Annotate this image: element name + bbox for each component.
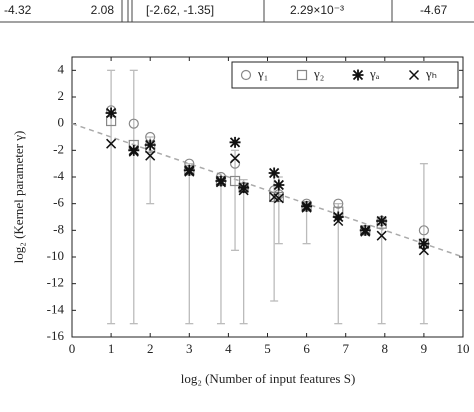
point bbox=[376, 230, 387, 241]
point bbox=[418, 238, 430, 250]
point bbox=[145, 150, 156, 161]
point bbox=[333, 198, 344, 209]
legend-label: γ₁ bbox=[257, 66, 268, 81]
point bbox=[128, 118, 139, 129]
x-tick-label: 7 bbox=[342, 341, 349, 356]
y-tick-label: -14 bbox=[47, 301, 65, 316]
y-tick-label: 4 bbox=[58, 61, 65, 76]
point bbox=[418, 245, 429, 256]
x-tick-label: 0 bbox=[69, 341, 76, 356]
x-tick-label: 9 bbox=[421, 341, 428, 356]
table-fragment: -4.32 2.08 [-2.62, -1.35] 2.29×10⁻³ -4.6… bbox=[0, 0, 474, 23]
point bbox=[215, 177, 227, 188]
error-bar bbox=[216, 176, 225, 325]
point bbox=[418, 225, 429, 236]
table-cell: 2.29×10⁻³ bbox=[290, 3, 344, 17]
point bbox=[360, 226, 371, 237]
x-tick-label: 3 bbox=[186, 341, 193, 356]
table-cell: -4.67 bbox=[420, 3, 448, 17]
point bbox=[106, 138, 117, 149]
point bbox=[238, 185, 249, 196]
x-tick-label: 4 bbox=[225, 341, 232, 356]
point bbox=[333, 215, 344, 227]
plot-frame bbox=[71, 56, 464, 338]
point bbox=[376, 215, 388, 227]
point bbox=[359, 224, 371, 236]
x-tick-label: 1 bbox=[108, 341, 115, 356]
legend-marker bbox=[408, 69, 420, 81]
error-bar bbox=[129, 69, 138, 325]
point bbox=[268, 167, 280, 179]
point bbox=[238, 182, 250, 194]
legend: γ₁ γ₂ γₐ γₕ bbox=[231, 61, 459, 89]
error-bar bbox=[334, 203, 343, 325]
x-tick-label: 2 bbox=[147, 341, 154, 356]
y-tick-label: 0 bbox=[58, 115, 65, 130]
table-cell: 2.08 bbox=[91, 3, 115, 17]
point bbox=[230, 153, 241, 164]
y-tick-label: 2 bbox=[58, 88, 65, 103]
y-tick-label: -2 bbox=[53, 141, 64, 156]
point bbox=[301, 200, 313, 212]
x-tick-label: 5 bbox=[264, 341, 271, 356]
y-tick-label: -8 bbox=[53, 221, 64, 236]
point bbox=[215, 175, 227, 187]
chart: log₂ (Number of input features S) log₂ (… bbox=[11, 56, 470, 386]
point bbox=[128, 146, 139, 157]
point bbox=[229, 175, 241, 187]
point bbox=[273, 179, 285, 191]
y-tick-label: -16 bbox=[47, 328, 65, 343]
point bbox=[144, 139, 156, 151]
table-cell: -4.32 bbox=[4, 3, 32, 17]
legend-marker bbox=[296, 69, 308, 81]
x-tick-label: 10 bbox=[457, 341, 470, 356]
y-tick-label: -4 bbox=[53, 168, 64, 183]
error-bar bbox=[239, 179, 248, 325]
y-tick-label: -6 bbox=[53, 195, 64, 210]
y-tick-label: -10 bbox=[47, 248, 64, 263]
y-axis-label: log₂ (Kernel parameter γ) bbox=[11, 131, 26, 264]
x-axis-label: log₂ (Number of input features S) bbox=[181, 371, 356, 386]
point bbox=[273, 193, 284, 204]
legend-box bbox=[231, 61, 459, 89]
error-bar bbox=[231, 149, 240, 251]
legend-label: γₐ bbox=[369, 66, 380, 81]
x-tick-label: 6 bbox=[303, 341, 310, 356]
error-bar bbox=[185, 163, 194, 325]
legend-marker bbox=[240, 69, 252, 81]
legend-marker bbox=[352, 69, 364, 81]
y-tick-label: -12 bbox=[47, 275, 64, 290]
point bbox=[301, 202, 312, 213]
point bbox=[332, 211, 344, 223]
legend-label: γₕ bbox=[425, 66, 437, 81]
point bbox=[128, 144, 140, 156]
point bbox=[105, 107, 117, 119]
point bbox=[184, 166, 195, 177]
x-tick-label: 8 bbox=[382, 341, 389, 356]
point bbox=[183, 164, 195, 176]
trend-line bbox=[71, 122, 464, 258]
point bbox=[229, 136, 241, 148]
table-cell: [-2.62, -1.35] bbox=[146, 3, 214, 17]
legend-label: γ₂ bbox=[313, 66, 324, 81]
